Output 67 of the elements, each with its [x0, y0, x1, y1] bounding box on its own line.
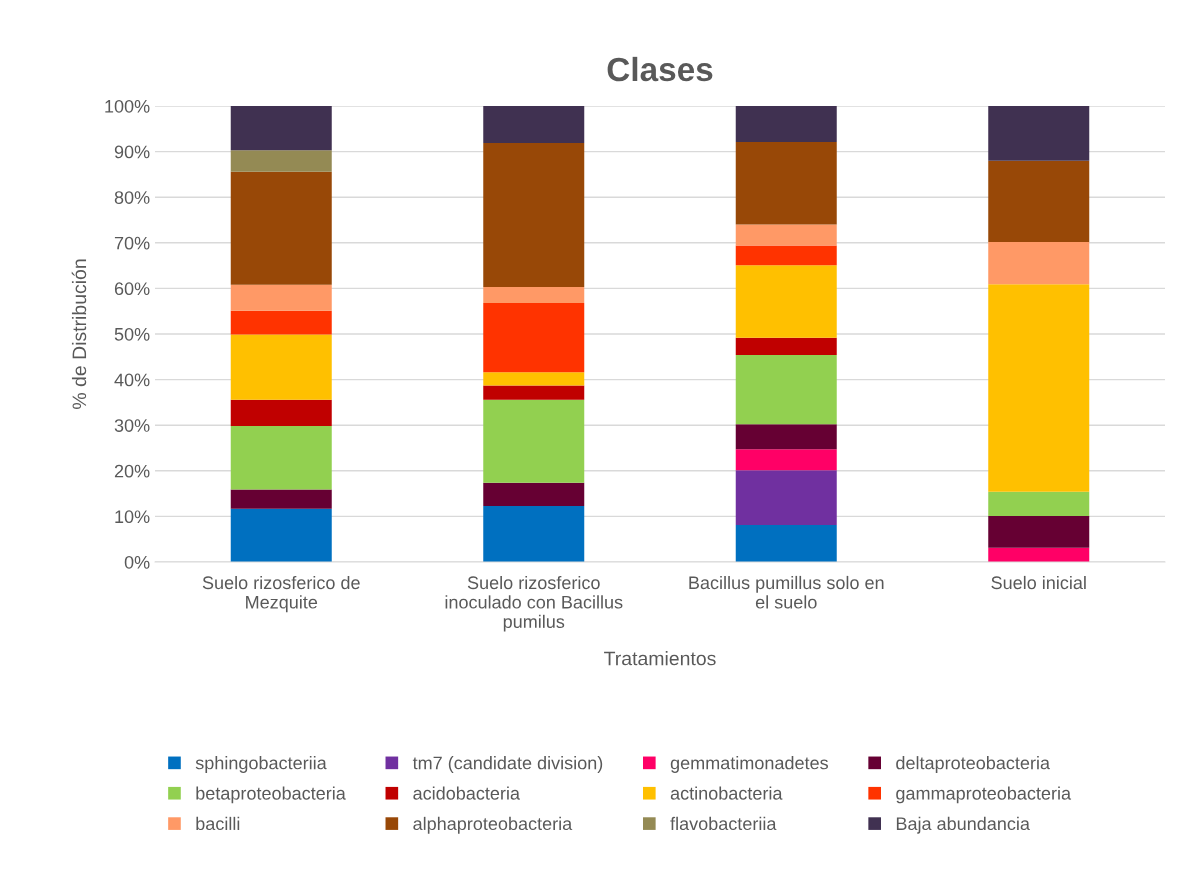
legend-label: gammaproteobacteria: [896, 786, 1072, 804]
x-axis-title: Tratamientos: [604, 651, 716, 666]
x-tick-label: Suelo rizosferico de Mezquite: [202, 575, 360, 613]
bar: [735, 525, 837, 562]
legend-label: flavobacteriia: [670, 816, 777, 831]
legend-label: tm7 (candidate division): [412, 756, 603, 773]
y-tick-label: 40%: [114, 373, 150, 387]
bar: [483, 106, 585, 143]
bar: [483, 372, 585, 386]
bar: [735, 449, 837, 471]
bar: [230, 150, 332, 172]
bar: [735, 470, 837, 526]
legend-label: deltaproteobacteria: [896, 756, 1051, 773]
legend-label: bacilli: [196, 816, 240, 831]
x-tick-label: Suelo inicial: [991, 575, 1086, 590]
bar: [230, 426, 332, 490]
bar: [230, 310, 332, 335]
legend-label: Baja abundancia: [896, 816, 1030, 834]
y-axis-title: % de Distribución: [71, 259, 87, 409]
bar: [988, 106, 1090, 161]
bar: [735, 337, 837, 355]
bar: [735, 354, 837, 425]
legend-label: alphaproteobacteria: [413, 816, 573, 834]
y-tick-label: 50%: [114, 327, 150, 341]
bar: [988, 284, 1090, 492]
y-tick-label: 0%: [124, 555, 150, 569]
bar: [988, 491, 1090, 516]
bar: [735, 245, 837, 266]
bar: [988, 547, 1090, 562]
bar: [735, 424, 837, 450]
y-tick-label: 70%: [114, 236, 150, 250]
legend-label: actinobacteria: [670, 786, 783, 800]
bar: [230, 489, 332, 509]
x-tick-label: Bacillus pumillus solo en el suelo: [689, 575, 884, 609]
bar: [988, 241, 1090, 285]
bar: [483, 482, 585, 506]
legend-label: acidobacteria: [413, 786, 520, 800]
bar: [230, 171, 332, 285]
legend-label: betaproteobacteria: [196, 786, 346, 804]
bar: [483, 399, 585, 483]
x-tick-label: Suelo rizosferico inoculado con Bacillus pumilus: [445, 575, 623, 632]
y-tick-label: 30%: [114, 419, 150, 432]
y-tick-label: 20%: [114, 464, 150, 478]
legend-label: gemmatimonadetes: [670, 756, 828, 773]
bar: [735, 265, 837, 338]
bar: [483, 505, 585, 562]
bar: [230, 508, 332, 562]
bar: [483, 302, 585, 373]
bar: [230, 284, 332, 311]
chart-title: Clases: [607, 56, 713, 82]
legend-label: sphingobacteriia: [195, 756, 327, 773]
bar: [230, 334, 332, 400]
bar: [230, 399, 332, 427]
bar: [735, 224, 837, 246]
y-tick-label: 80%: [114, 191, 150, 204]
bar: [483, 287, 585, 303]
bar: [483, 385, 585, 400]
bar: [988, 160, 1090, 242]
y-tick-label: 60%: [114, 282, 150, 296]
y-tick-label: 10%: [115, 510, 150, 524]
bar: [483, 142, 585, 288]
y-tick-label: 100%: [105, 99, 150, 113]
y-tick-label: 90%: [114, 145, 150, 159]
bar: [735, 142, 837, 225]
bar: [735, 106, 837, 143]
bar: [988, 515, 1090, 548]
bar: [230, 106, 332, 151]
